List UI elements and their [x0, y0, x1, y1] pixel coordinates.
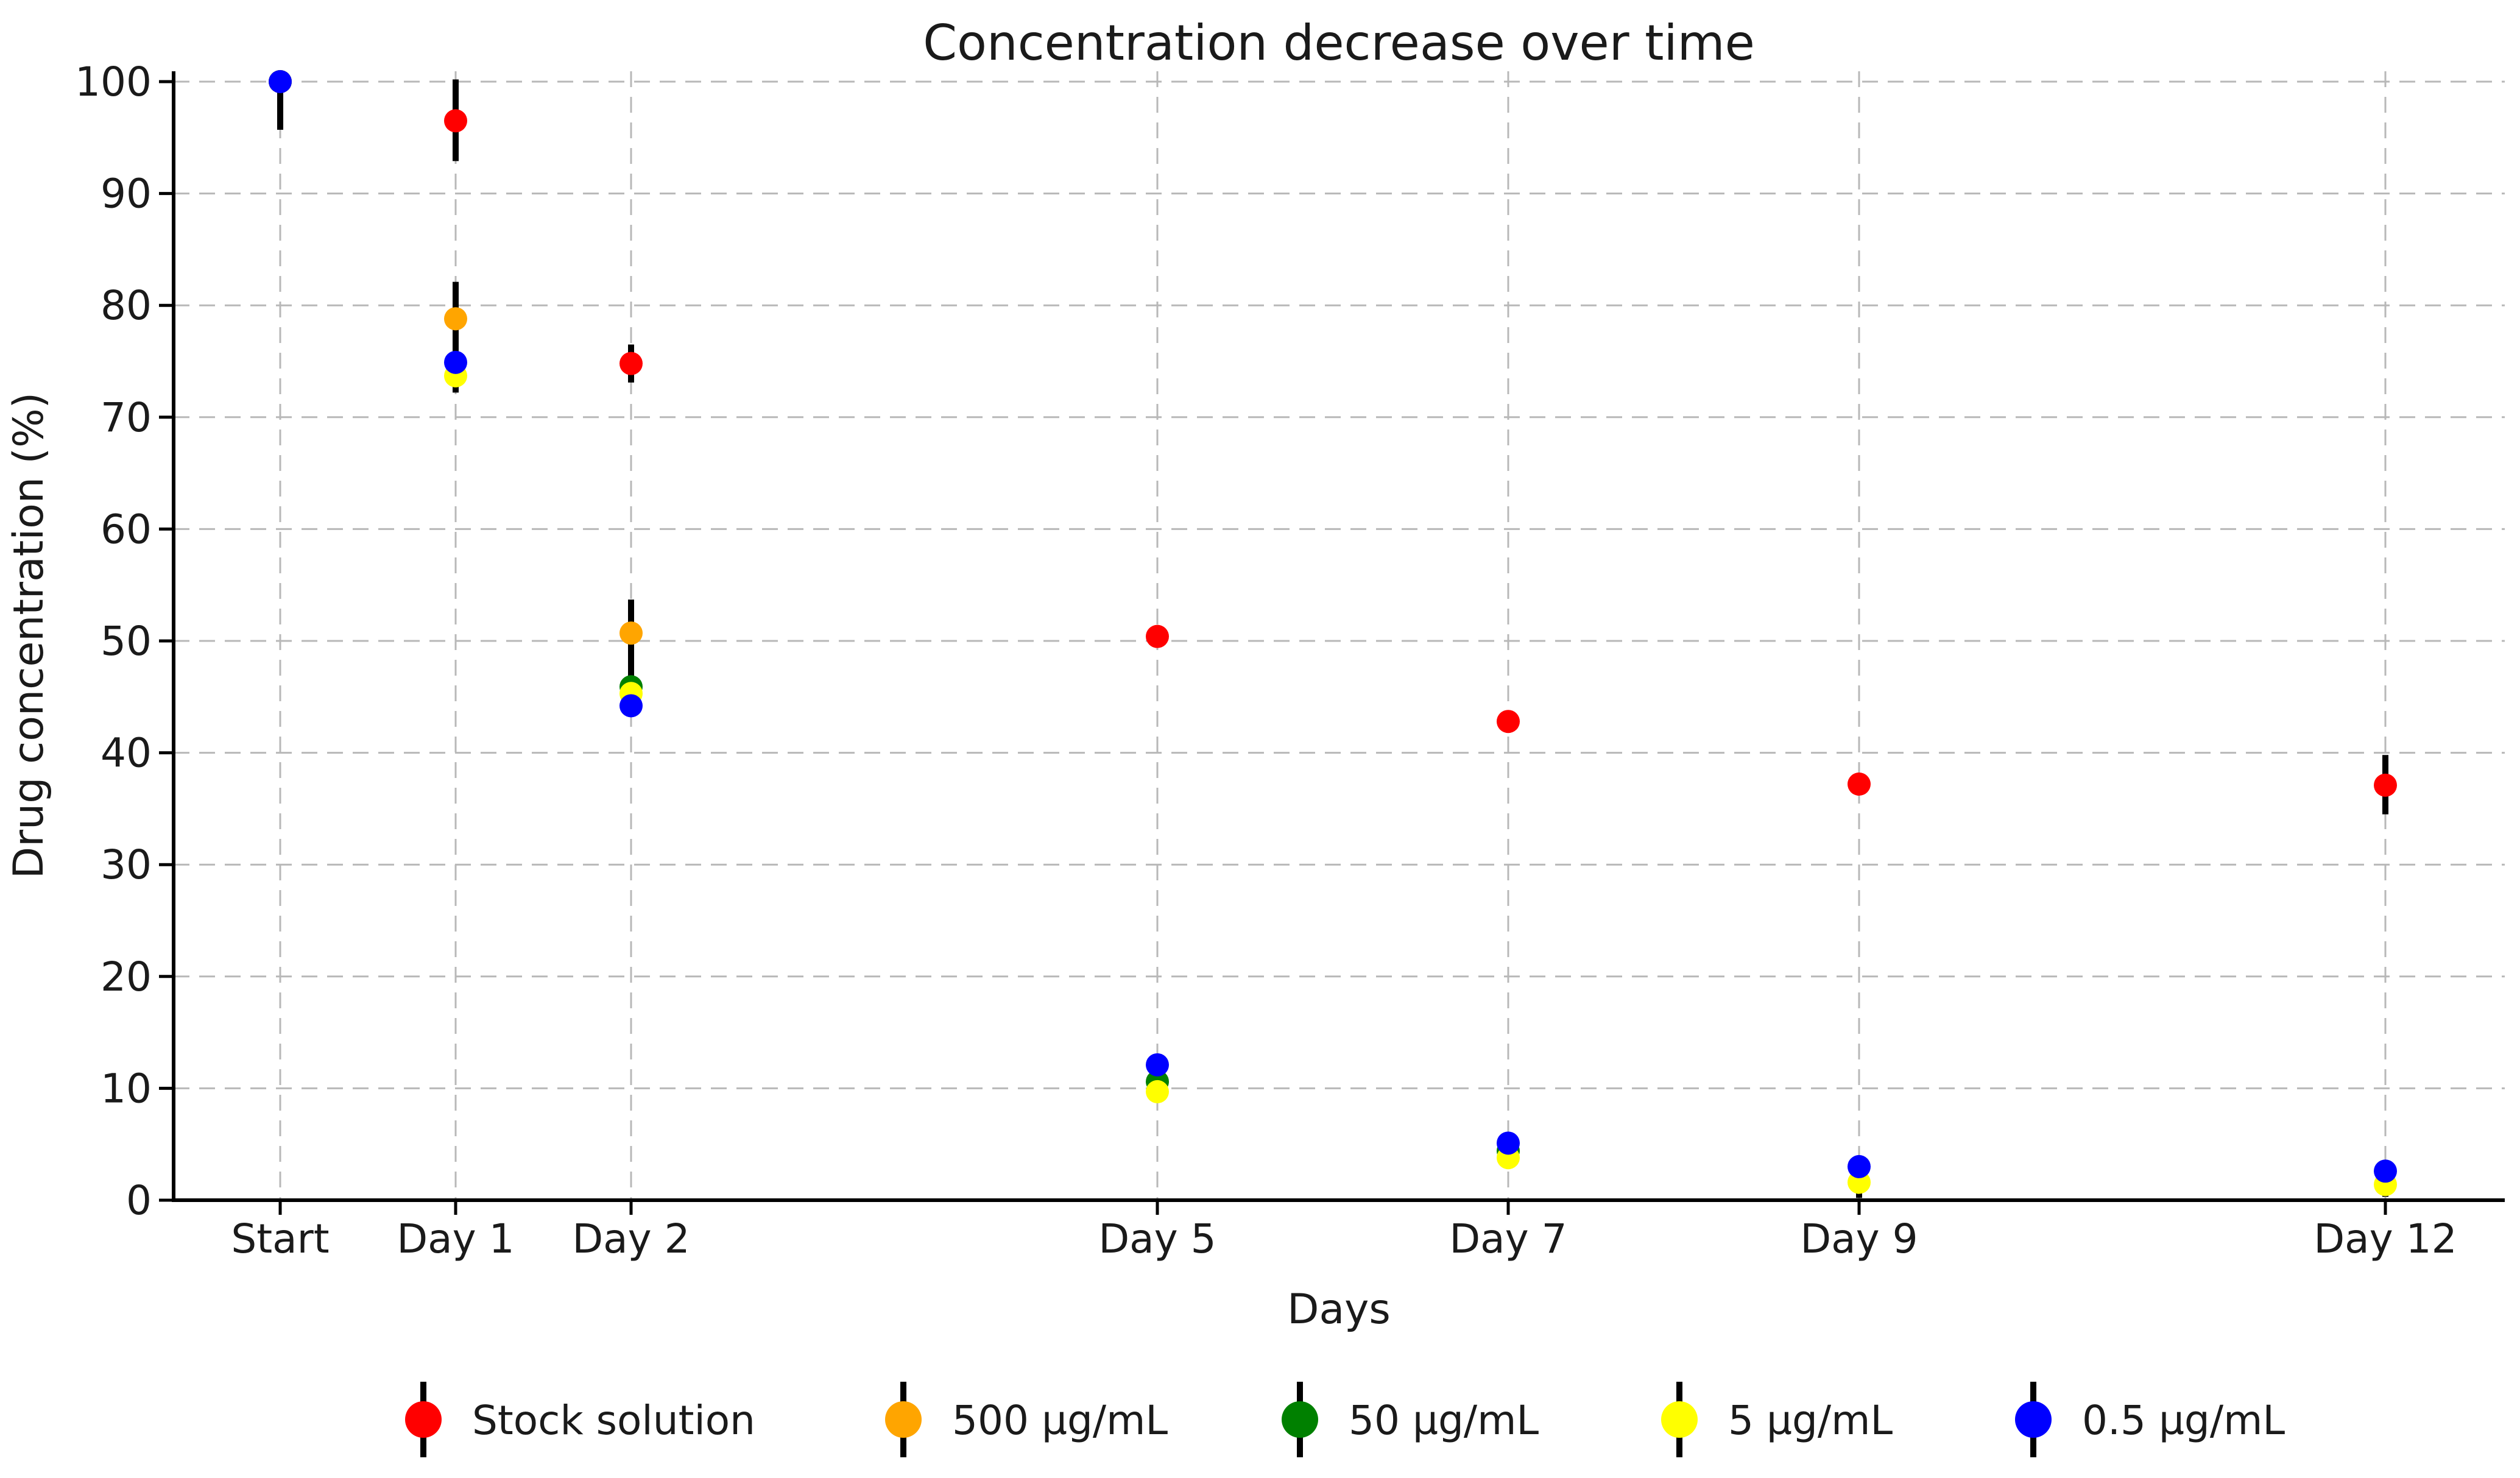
legend-marker [2015, 1401, 2052, 1438]
data-point [444, 109, 467, 133]
data-point [619, 352, 643, 375]
x-tick-label: Start [231, 1215, 329, 1262]
data-point [619, 621, 643, 645]
data-point [444, 350, 467, 374]
x-tick-label: Day 12 [2314, 1215, 2457, 1262]
legend-marker [1282, 1401, 1318, 1438]
y-tick-label: 30 [101, 841, 152, 888]
y-tick-label: 0 [126, 1177, 152, 1224]
x-axis-label: Days [1287, 1285, 1391, 1334]
legend-item: 50 µg/mL [1282, 1382, 1539, 1457]
data-point [2374, 773, 2397, 797]
axis-spines [172, 71, 2505, 1202]
y-axis-label: Drug concentration (%) [5, 392, 53, 879]
data-point [1497, 710, 1520, 734]
data-point [1146, 624, 1169, 648]
x-tick-label: Day 5 [1098, 1215, 1216, 1262]
y-tick-label: 40 [101, 730, 152, 777]
x-tick-label: Day 7 [1449, 1215, 1567, 1262]
series-5-g-ml [269, 70, 2397, 1198]
data-point [1848, 773, 1871, 796]
legend-item: Stock solution [405, 1382, 755, 1457]
legend-label: 500 µg/mL [952, 1397, 1168, 1444]
data-point [1146, 1053, 1169, 1077]
legend-item: 0.5 µg/mL [2015, 1382, 2285, 1457]
series-0.5-g-ml [269, 70, 2397, 1183]
legend-label: Stock solution [472, 1397, 755, 1444]
chart-title: Concentration decrease over time [923, 15, 1755, 71]
legend-label: 50 µg/mL [1349, 1397, 1539, 1444]
legend-item: 500 µg/mL [885, 1382, 1168, 1457]
legend-marker [1661, 1401, 1698, 1438]
y-tick-label: 100 [75, 58, 152, 105]
data-point [619, 694, 643, 718]
data-point [269, 70, 292, 93]
data-point [1848, 1154, 1871, 1178]
legend-marker [405, 1401, 442, 1438]
series-stock-solution [269, 70, 2397, 815]
data-point [1497, 1131, 1520, 1155]
y-tick-label: 60 [101, 506, 152, 553]
x-tick-label: Day 2 [572, 1215, 690, 1262]
data-point [1146, 1080, 1169, 1103]
x-tick-label: Day 9 [1800, 1215, 1918, 1262]
gridlines [174, 71, 2505, 1201]
legend-item: 5 µg/mL [1661, 1382, 1893, 1457]
data-point [444, 307, 467, 331]
axis-ticks: 0 10 20 30 40 50 60 70 80 90 100 Start Day 1 Day 2 Day… [75, 58, 2457, 1262]
legend-label: 0.5 µg/mL [2082, 1397, 2285, 1444]
legend-label: 5 µg/mL [1728, 1397, 1893, 1444]
y-tick-label: 70 [101, 394, 152, 441]
legend-marker [885, 1401, 922, 1438]
data-series [269, 70, 2397, 1198]
y-tick-label: 10 [101, 1065, 152, 1112]
y-tick-label: 20 [101, 953, 152, 1000]
y-tick-label: 80 [101, 282, 152, 329]
x-tick-label: Day 1 [397, 1215, 514, 1262]
data-point [2374, 1159, 2397, 1183]
legend: Stock solution 500 µg/mL 50 µg/mL 5 µg/mL 0.… [405, 1382, 2285, 1457]
y-tick-label: 90 [101, 171, 152, 217]
y-tick-label: 50 [101, 618, 152, 665]
